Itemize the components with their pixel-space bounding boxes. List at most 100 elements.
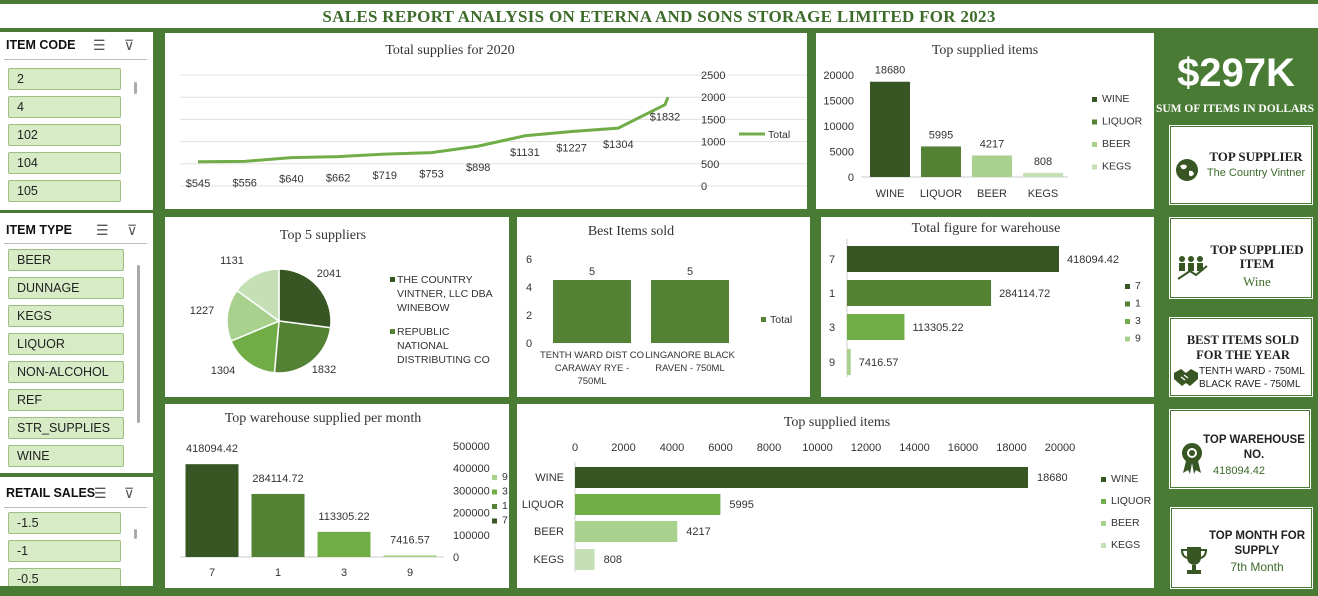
clear-filter-icon[interactable]: ⊽ bbox=[124, 485, 135, 501]
slicer-item[interactable]: BEER bbox=[8, 249, 124, 271]
kpi-top-supplier: TOP SUPPLIER The Country Vintner bbox=[1169, 125, 1313, 205]
x-tick-label: 9 bbox=[407, 567, 413, 579]
data-label: $662 bbox=[326, 173, 350, 185]
slicer-item[interactable]: WINE bbox=[8, 445, 124, 467]
kpi-value: Wine bbox=[1243, 274, 1271, 289]
data-label: 1304 bbox=[211, 365, 235, 377]
legend-label: BEER bbox=[1111, 517, 1140, 529]
panel-warehouse: Total figure for warehouse 418094.42 7 284… bbox=[821, 217, 1154, 397]
slicer-item[interactable]: DUNNAGE bbox=[8, 277, 124, 299]
legend-swatch bbox=[1101, 521, 1106, 526]
chart-title: Top 5 suppliers bbox=[279, 228, 367, 243]
legend-swatch bbox=[1125, 319, 1130, 324]
y-tick-label: 7 bbox=[829, 254, 835, 266]
slicer-item-type: ITEM TYPE ☰ ⊽ BEER DUNNAGE KEGS LIQUOR N… bbox=[0, 213, 153, 473]
slicer-item[interactable]: -1 bbox=[8, 540, 121, 562]
legend-swatch bbox=[1092, 119, 1097, 125]
slicer-item[interactable]: 105 bbox=[8, 180, 121, 202]
y-tick-label: 2500 bbox=[701, 70, 725, 82]
scrollbar[interactable] bbox=[134, 82, 137, 94]
legend-label: LIQUOR bbox=[1111, 495, 1152, 507]
chart-title: Top warehouse supplied per month bbox=[224, 411, 422, 426]
legend-swatch bbox=[492, 504, 497, 509]
x-tick-label: 4000 bbox=[660, 442, 684, 454]
bar bbox=[972, 155, 1012, 177]
data-label: 18680 bbox=[875, 65, 906, 77]
data-label: $1304 bbox=[603, 139, 634, 151]
slicer-item[interactable]: 2 bbox=[8, 68, 121, 90]
slicer-item[interactable]: 102 bbox=[8, 124, 121, 146]
clear-filter-icon[interactable]: ⊽ bbox=[127, 222, 138, 238]
pie-slice bbox=[235, 268, 280, 323]
data-label: 284114.72 bbox=[999, 288, 1050, 300]
clear-filter-icon[interactable]: ⊽ bbox=[124, 37, 135, 53]
legend-label: Total bbox=[770, 314, 792, 326]
x-tick-label: 20000 bbox=[1045, 442, 1076, 454]
legend-label: THE COUNTRY VINTNER, LLC DBA WINEBOW bbox=[397, 274, 493, 314]
legend-label: REPUBLIC NATIONAL DISTRIBUTING CO bbox=[397, 326, 490, 366]
panel-supplies-line: Total supplies for 2020 0 500 1000 1500 2000… bbox=[165, 33, 807, 209]
column-chart: 0 100000 200000 300000 400000 500000 418094.42… bbox=[180, 441, 508, 579]
legend-label: 3 bbox=[1135, 315, 1141, 327]
trophy-icon bbox=[1180, 547, 1208, 574]
scrollbar[interactable] bbox=[137, 265, 140, 423]
data-label: $898 bbox=[466, 162, 490, 174]
multi-select-icon[interactable]: ☰ bbox=[93, 37, 106, 53]
x-tick-label: KEGS bbox=[1028, 188, 1059, 200]
data-label: 5 bbox=[687, 266, 693, 278]
data-label: $545 bbox=[186, 178, 210, 190]
data-label: 284114.72 bbox=[252, 473, 303, 485]
y-tick-label: 20000 bbox=[823, 70, 854, 82]
y-tick-label: 6 bbox=[526, 254, 532, 266]
panel-warehouse-month: Top warehouse supplied per month 0 100000… bbox=[165, 404, 509, 588]
bar bbox=[921, 146, 961, 177]
kpi-title: TOP WAREHOUSE NO. bbox=[1203, 434, 1305, 461]
bar bbox=[553, 280, 631, 343]
kpi-big-label: SUM OF ITEMS IN DOLLARS bbox=[1155, 103, 1315, 115]
data-label: 113305.22 bbox=[318, 511, 369, 523]
y-tick-label: 15000 bbox=[823, 96, 854, 108]
page-title: SALES REPORT ANALYSIS ON ETERNA AND SONS… bbox=[0, 4, 1318, 28]
legend-label: WINE bbox=[1111, 473, 1138, 485]
slicer-item[interactable]: STR_SUPPLIES bbox=[8, 417, 124, 439]
slicer-item[interactable]: 104 bbox=[8, 152, 121, 174]
multi-select-icon[interactable]: ☰ bbox=[94, 485, 107, 501]
pie-slice bbox=[226, 289, 281, 343]
slicer-item[interactable]: -1.5 bbox=[8, 512, 121, 534]
slicer-item[interactable]: NON-ALCOHOL bbox=[8, 361, 124, 383]
legend-label: 3 bbox=[502, 486, 508, 498]
slicer-item[interactable]: 4 bbox=[8, 96, 121, 118]
kpi-value: 7th Month bbox=[1230, 560, 1284, 574]
data-label: 418094.42 bbox=[186, 443, 238, 455]
legend-label: 7 bbox=[502, 515, 508, 527]
x-tick-label: 12000 bbox=[851, 442, 882, 454]
x-tick-label: 8000 bbox=[757, 442, 781, 454]
multi-select-icon[interactable]: ☰ bbox=[96, 222, 109, 238]
legend-swatch bbox=[390, 277, 395, 282]
y-tick-label: 3 bbox=[829, 322, 835, 334]
y-tick-label: 200000 bbox=[453, 508, 490, 520]
data-label: $640 bbox=[279, 174, 303, 186]
line-chart: 0 500 1000 1500 2000 2500 $545 $556 $640 $662 $719… bbox=[180, 70, 807, 193]
legend-label: KEGS bbox=[1111, 539, 1140, 551]
slicer-item[interactable]: -0.5 bbox=[8, 568, 121, 586]
legend-label: 9 bbox=[502, 471, 508, 483]
x-tick-label: LINGANORE BLACK RAVEN - 750ML bbox=[645, 350, 735, 374]
panel-top-items-bar: Top supplied items 0 2000 4000 6000 8000 1000… bbox=[517, 404, 1154, 588]
data-label: $1227 bbox=[556, 143, 587, 155]
legend-label: 1 bbox=[502, 500, 508, 512]
y-tick-label: 5000 bbox=[830, 147, 854, 159]
slicer-item[interactable]: REF bbox=[8, 389, 124, 411]
legend-swatch bbox=[1125, 301, 1130, 307]
data-label: 4217 bbox=[686, 526, 710, 538]
kpi-title: TOP SUPPLIED ITEM bbox=[1210, 242, 1304, 271]
y-tick-label: BEER bbox=[534, 526, 564, 538]
bar bbox=[847, 280, 992, 306]
x-tick-label: 6000 bbox=[708, 442, 732, 454]
data-label: 1131 bbox=[220, 255, 244, 267]
scrollbar[interactable] bbox=[134, 529, 137, 539]
chart-title: Best Items sold bbox=[587, 224, 675, 239]
y-tick-label: 100000 bbox=[453, 530, 490, 542]
slicer-item[interactable]: LIQUOR bbox=[8, 333, 124, 355]
slicer-item[interactable]: KEGS bbox=[8, 305, 124, 327]
